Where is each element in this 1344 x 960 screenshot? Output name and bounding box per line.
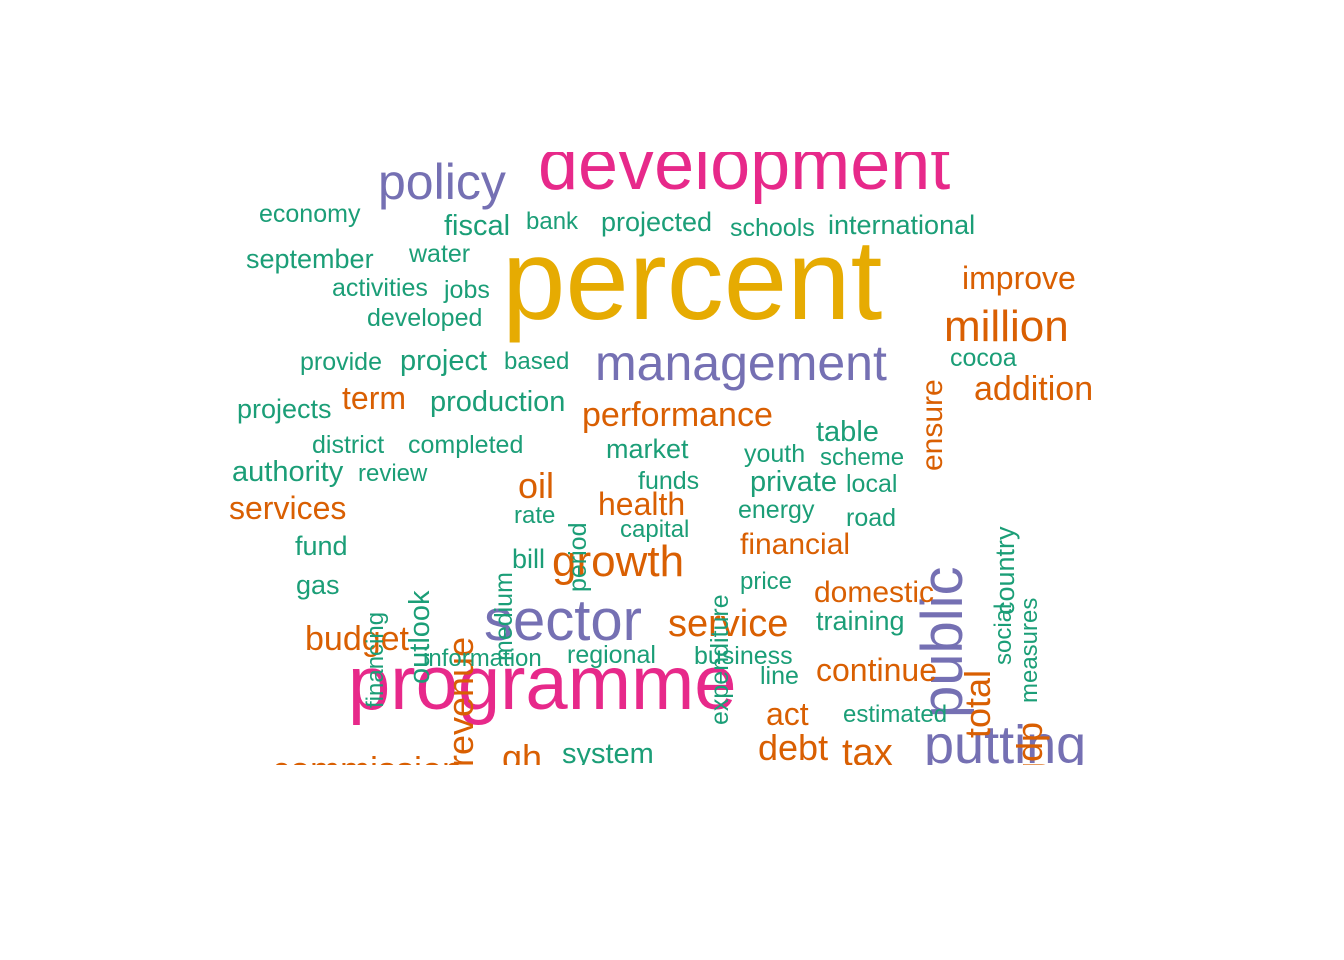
word-rate: rate <box>514 502 556 529</box>
word-price: price <box>740 568 793 595</box>
word-international: international <box>828 210 976 240</box>
word-financing: financing <box>362 611 389 708</box>
word-domestic: domestic <box>814 576 935 609</box>
word-completed: completed <box>408 431 524 459</box>
word-information: information <box>423 645 542 672</box>
word-budget: budget <box>305 620 409 658</box>
word-provide: provide <box>300 348 382 376</box>
word-economy: economy <box>259 200 361 228</box>
word-activities: activities <box>332 274 428 302</box>
word-gh: gh <box>502 737 543 766</box>
word-gdp: gdp <box>1009 721 1050 765</box>
word-training: training <box>816 606 905 636</box>
word-addition: addition <box>974 370 1094 408</box>
word-country: country <box>990 526 1020 615</box>
word-september: september <box>246 244 374 274</box>
word-improve: improve <box>962 260 1076 296</box>
word-capital: capital <box>620 516 690 543</box>
word-gas: gas <box>296 570 340 600</box>
word-putting: putting <box>924 715 1087 765</box>
word-performance: performance <box>582 396 773 434</box>
word-line: line <box>760 662 799 690</box>
word-total: total <box>957 669 998 738</box>
word-debt: debt <box>758 727 829 766</box>
word-act: act <box>766 696 809 732</box>
word-ensure: ensure <box>916 379 949 471</box>
word-authority: authority <box>232 456 344 488</box>
word-developed: developed <box>367 304 483 332</box>
word-projected: projected <box>601 207 713 237</box>
word-local: local <box>846 470 898 498</box>
word-district: district <box>312 431 385 459</box>
word-financial: financial <box>740 528 851 561</box>
word-service: service <box>668 603 789 645</box>
word-road: road <box>846 504 897 532</box>
word-programme: programme <box>348 641 737 726</box>
word-projects: projects <box>237 394 332 424</box>
word-cloud: percent development programme policy man… <box>0 152 1344 765</box>
word-based: based <box>504 348 570 375</box>
word-term: term <box>342 380 406 416</box>
word-bank: bank <box>526 208 579 235</box>
word-schools: schools <box>730 214 815 242</box>
word-market: market <box>606 434 689 464</box>
word-fund: fund <box>295 531 348 561</box>
word-energy: energy <box>738 496 815 524</box>
word-table: table <box>816 416 879 448</box>
word-management: management <box>595 335 887 391</box>
word-project: project <box>400 345 488 377</box>
word-cocoa: cocoa <box>950 344 1017 372</box>
word-jobs: jobs <box>444 276 490 304</box>
word-oil: oil <box>518 465 555 506</box>
word-youth: youth <box>744 440 806 468</box>
word-bill: bill <box>512 544 546 574</box>
word-continue: continue <box>816 652 937 688</box>
word-policy: policy <box>378 154 506 210</box>
word-percent: percent <box>502 217 883 344</box>
word-commission: commission <box>272 752 462 766</box>
word-measures: measures <box>1016 597 1043 703</box>
word-health: health <box>598 486 686 522</box>
word-sector: sector <box>484 588 642 653</box>
word-private: private <box>750 466 838 498</box>
word-services: services <box>229 490 347 526</box>
word-water: water <box>409 240 471 268</box>
word-million: million <box>944 302 1069 351</box>
word-fiscal: fiscal <box>444 210 511 242</box>
word-funds: funds <box>638 467 700 495</box>
word-production: production <box>430 386 566 418</box>
word-tax: tax <box>842 732 893 765</box>
word-estimated: estimated <box>843 701 948 728</box>
word-scheme: scheme <box>820 444 905 471</box>
word-growth: growth <box>552 537 685 586</box>
word-development: development <box>538 152 951 205</box>
word-system: system <box>562 738 654 766</box>
word-regional: regional <box>567 641 656 669</box>
word-period: period <box>564 522 592 593</box>
word-review: review <box>358 460 428 487</box>
word-business: business <box>694 642 793 670</box>
word-social: social <box>990 603 1017 665</box>
